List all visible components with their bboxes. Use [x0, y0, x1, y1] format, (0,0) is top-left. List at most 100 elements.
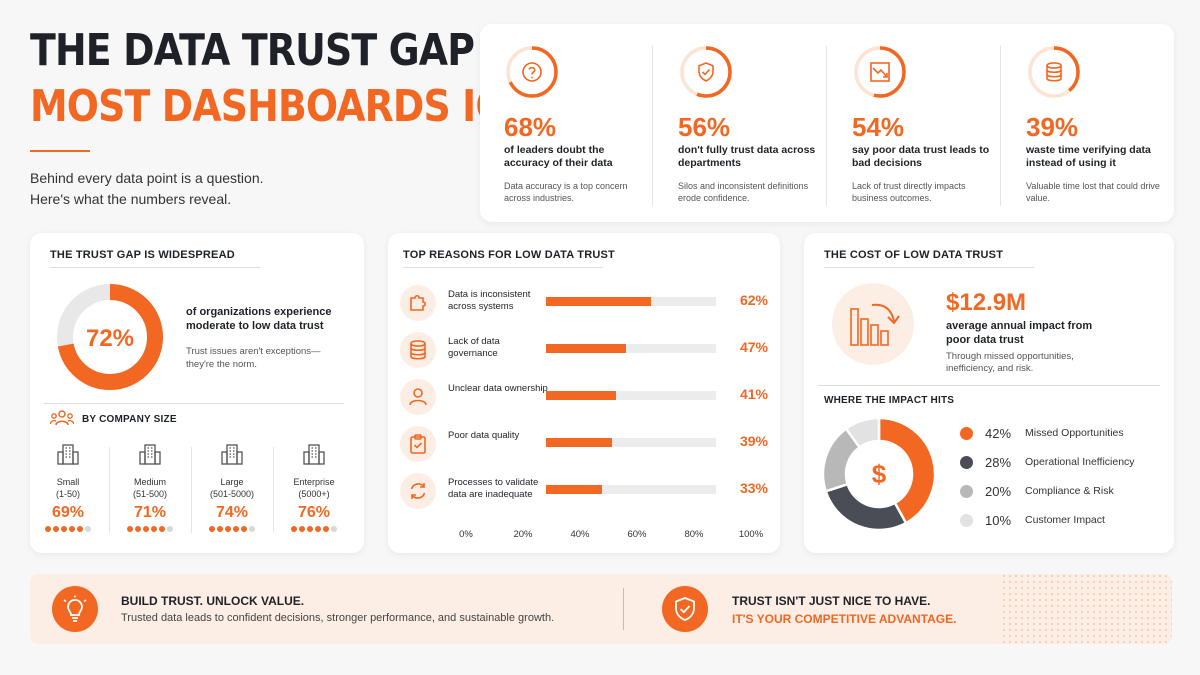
company-size-value: 76% [297, 504, 331, 521]
rating-dot [225, 526, 231, 532]
rating-dot [209, 526, 215, 532]
bar-chart-down-icon [850, 303, 900, 346]
reason-label: Data is inconsistent across systems [448, 289, 531, 312]
bottom-banner: BUILD TRUST. UNLOCK VALUE. Trusted data … [30, 574, 1172, 644]
reason-icon-circle [400, 426, 436, 462]
divider [826, 46, 827, 206]
reason-icon-circle [400, 332, 436, 368]
rating-dot [53, 526, 59, 532]
banner-divider [623, 588, 624, 630]
bar-track [546, 438, 716, 447]
section-title: THE TRUST GAP IS WIDESPREAD [50, 249, 235, 261]
size-name: Small [56, 477, 80, 487]
building-icon [139, 444, 161, 465]
database-icon [1046, 62, 1062, 82]
stat-label: say poor data trust leads to bad decisio… [852, 144, 990, 169]
shield-check-icon [698, 62, 714, 82]
legend-label: Operational Inefficiency [1025, 456, 1135, 468]
stat-ring [1028, 46, 1080, 98]
divider [109, 447, 110, 533]
section-title: TOP REASONS FOR LOW DATA TRUST [403, 249, 615, 261]
bar-fill [546, 485, 603, 494]
rating-dots [28, 526, 108, 532]
legend-label: Missed Opportunities [1025, 427, 1124, 439]
company-size-name: Enterprise (5000+) [274, 476, 354, 500]
cost-card: THE COST OF LOW DATA TRUST $12.9M averag… [804, 233, 1174, 553]
company-size-item: Large (501-5000) 74% [192, 443, 272, 532]
subtitle-line-2: Here's what the numbers reveal. [30, 191, 232, 207]
size-range: (1-50) [55, 489, 80, 499]
legend-swatch [960, 484, 973, 498]
impact-donut-chart: $ [822, 417, 936, 531]
reason-label: Poor data quality [448, 430, 520, 441]
legend-swatch [960, 455, 973, 469]
reason-row: Data is inconsistent across systems 62% [400, 283, 768, 323]
reason-icon-circle [400, 285, 436, 321]
rating-dot [45, 526, 51, 532]
legend-swatch [960, 513, 973, 527]
reason-row: Unclear data ownership 41% [400, 377, 768, 417]
legend-item: 28% Operational Inefficiency [960, 454, 1135, 470]
size-range: (5000+) [298, 489, 330, 499]
page-title-line1: THE DATA TRUST GAP [30, 25, 475, 76]
company-size-item: Medium (51-500) 71% [110, 443, 190, 532]
bar-track [546, 344, 716, 353]
stat-label: don't fully trust data across department… [678, 144, 816, 169]
stat-description: Valuable time lost that could drive valu… [1026, 181, 1160, 203]
rating-dot [135, 526, 141, 532]
legend-label: Compliance & Risk [1025, 485, 1114, 497]
stat-description: Silos and inconsistent definitions erode… [678, 181, 809, 203]
database-icon [410, 340, 426, 360]
stat-ring [854, 46, 906, 98]
dot-pattern [1002, 574, 1172, 644]
rating-dot [159, 526, 165, 532]
people-icon [50, 410, 74, 426]
company-size-list: Small (1-50) 69% Medium (51-500) 71% Large (501… [30, 443, 364, 543]
rating-dot [77, 526, 83, 532]
refresh-icon [410, 483, 426, 499]
rating-dots [110, 526, 190, 532]
banner-right-text: IT'S YOUR COMPETITIVE ADVANTAGE. [732, 612, 957, 626]
reason-label: Lack of data governance [448, 336, 500, 359]
rating-dot [315, 526, 321, 532]
size-range: (501-5000) [209, 489, 255, 499]
top-reasons-card: TOP REASONS FOR LOW DATA TRUST Data is i… [388, 233, 780, 553]
rating-dot [217, 526, 223, 532]
stat-item: 68% of leaders doubt the accuracy of thei… [480, 24, 656, 222]
title-divider [30, 150, 90, 152]
divider [1000, 46, 1001, 206]
rating-dot [323, 526, 329, 532]
rating-dot [241, 526, 247, 532]
reason-value: 62% [739, 292, 768, 308]
legend-label: Customer Impact [1025, 514, 1105, 526]
dollar-icon: $ [872, 459, 887, 489]
x-tick-label: 80% [684, 529, 704, 540]
company-size-name: Large (501-5000) [192, 476, 272, 500]
stat-value: 56% [678, 112, 731, 142]
rating-dots [274, 526, 354, 532]
reason-row: Poor data quality 39% [400, 424, 768, 464]
rating-dot [291, 526, 297, 532]
pie-slice-customer-impact [844, 417, 881, 450]
rating-dot [167, 526, 173, 532]
shield-icon-circle [662, 586, 708, 632]
rating-dot [299, 526, 305, 532]
stat-value: 68% [504, 112, 557, 142]
bar-track [546, 391, 716, 400]
stat-label: of leaders doubt the accuracy of their d… [504, 144, 613, 169]
size-name: Medium [133, 477, 166, 487]
reason-label: Processes to validate data are inadequat… [448, 477, 539, 500]
pie-slice-missed-opportunities [877, 417, 936, 525]
stats-card: 68% of leaders doubt the accuracy of thei… [480, 24, 1174, 222]
reason-value: 33% [739, 480, 768, 496]
user-icon [409, 388, 427, 406]
stat-item: 39% waste time verifying data instead of … [1002, 24, 1178, 222]
x-tick-label: 100% [738, 529, 764, 540]
banner-left-text: Trusted data leads to confident decision… [121, 612, 555, 624]
subtitle-line-1: Behind every data point is a question. [30, 170, 264, 186]
section-title: THE COST OF LOW DATA TRUST [824, 249, 1004, 261]
x-tick-label: 40% [570, 529, 590, 540]
trust-gap-widespread-card: THE TRUST GAP IS WIDESPREAD 72% of organ… [30, 233, 364, 553]
lightbulb-icon [63, 595, 87, 622]
banner-left-title: BUILD TRUST. UNLOCK VALUE. [121, 594, 305, 608]
